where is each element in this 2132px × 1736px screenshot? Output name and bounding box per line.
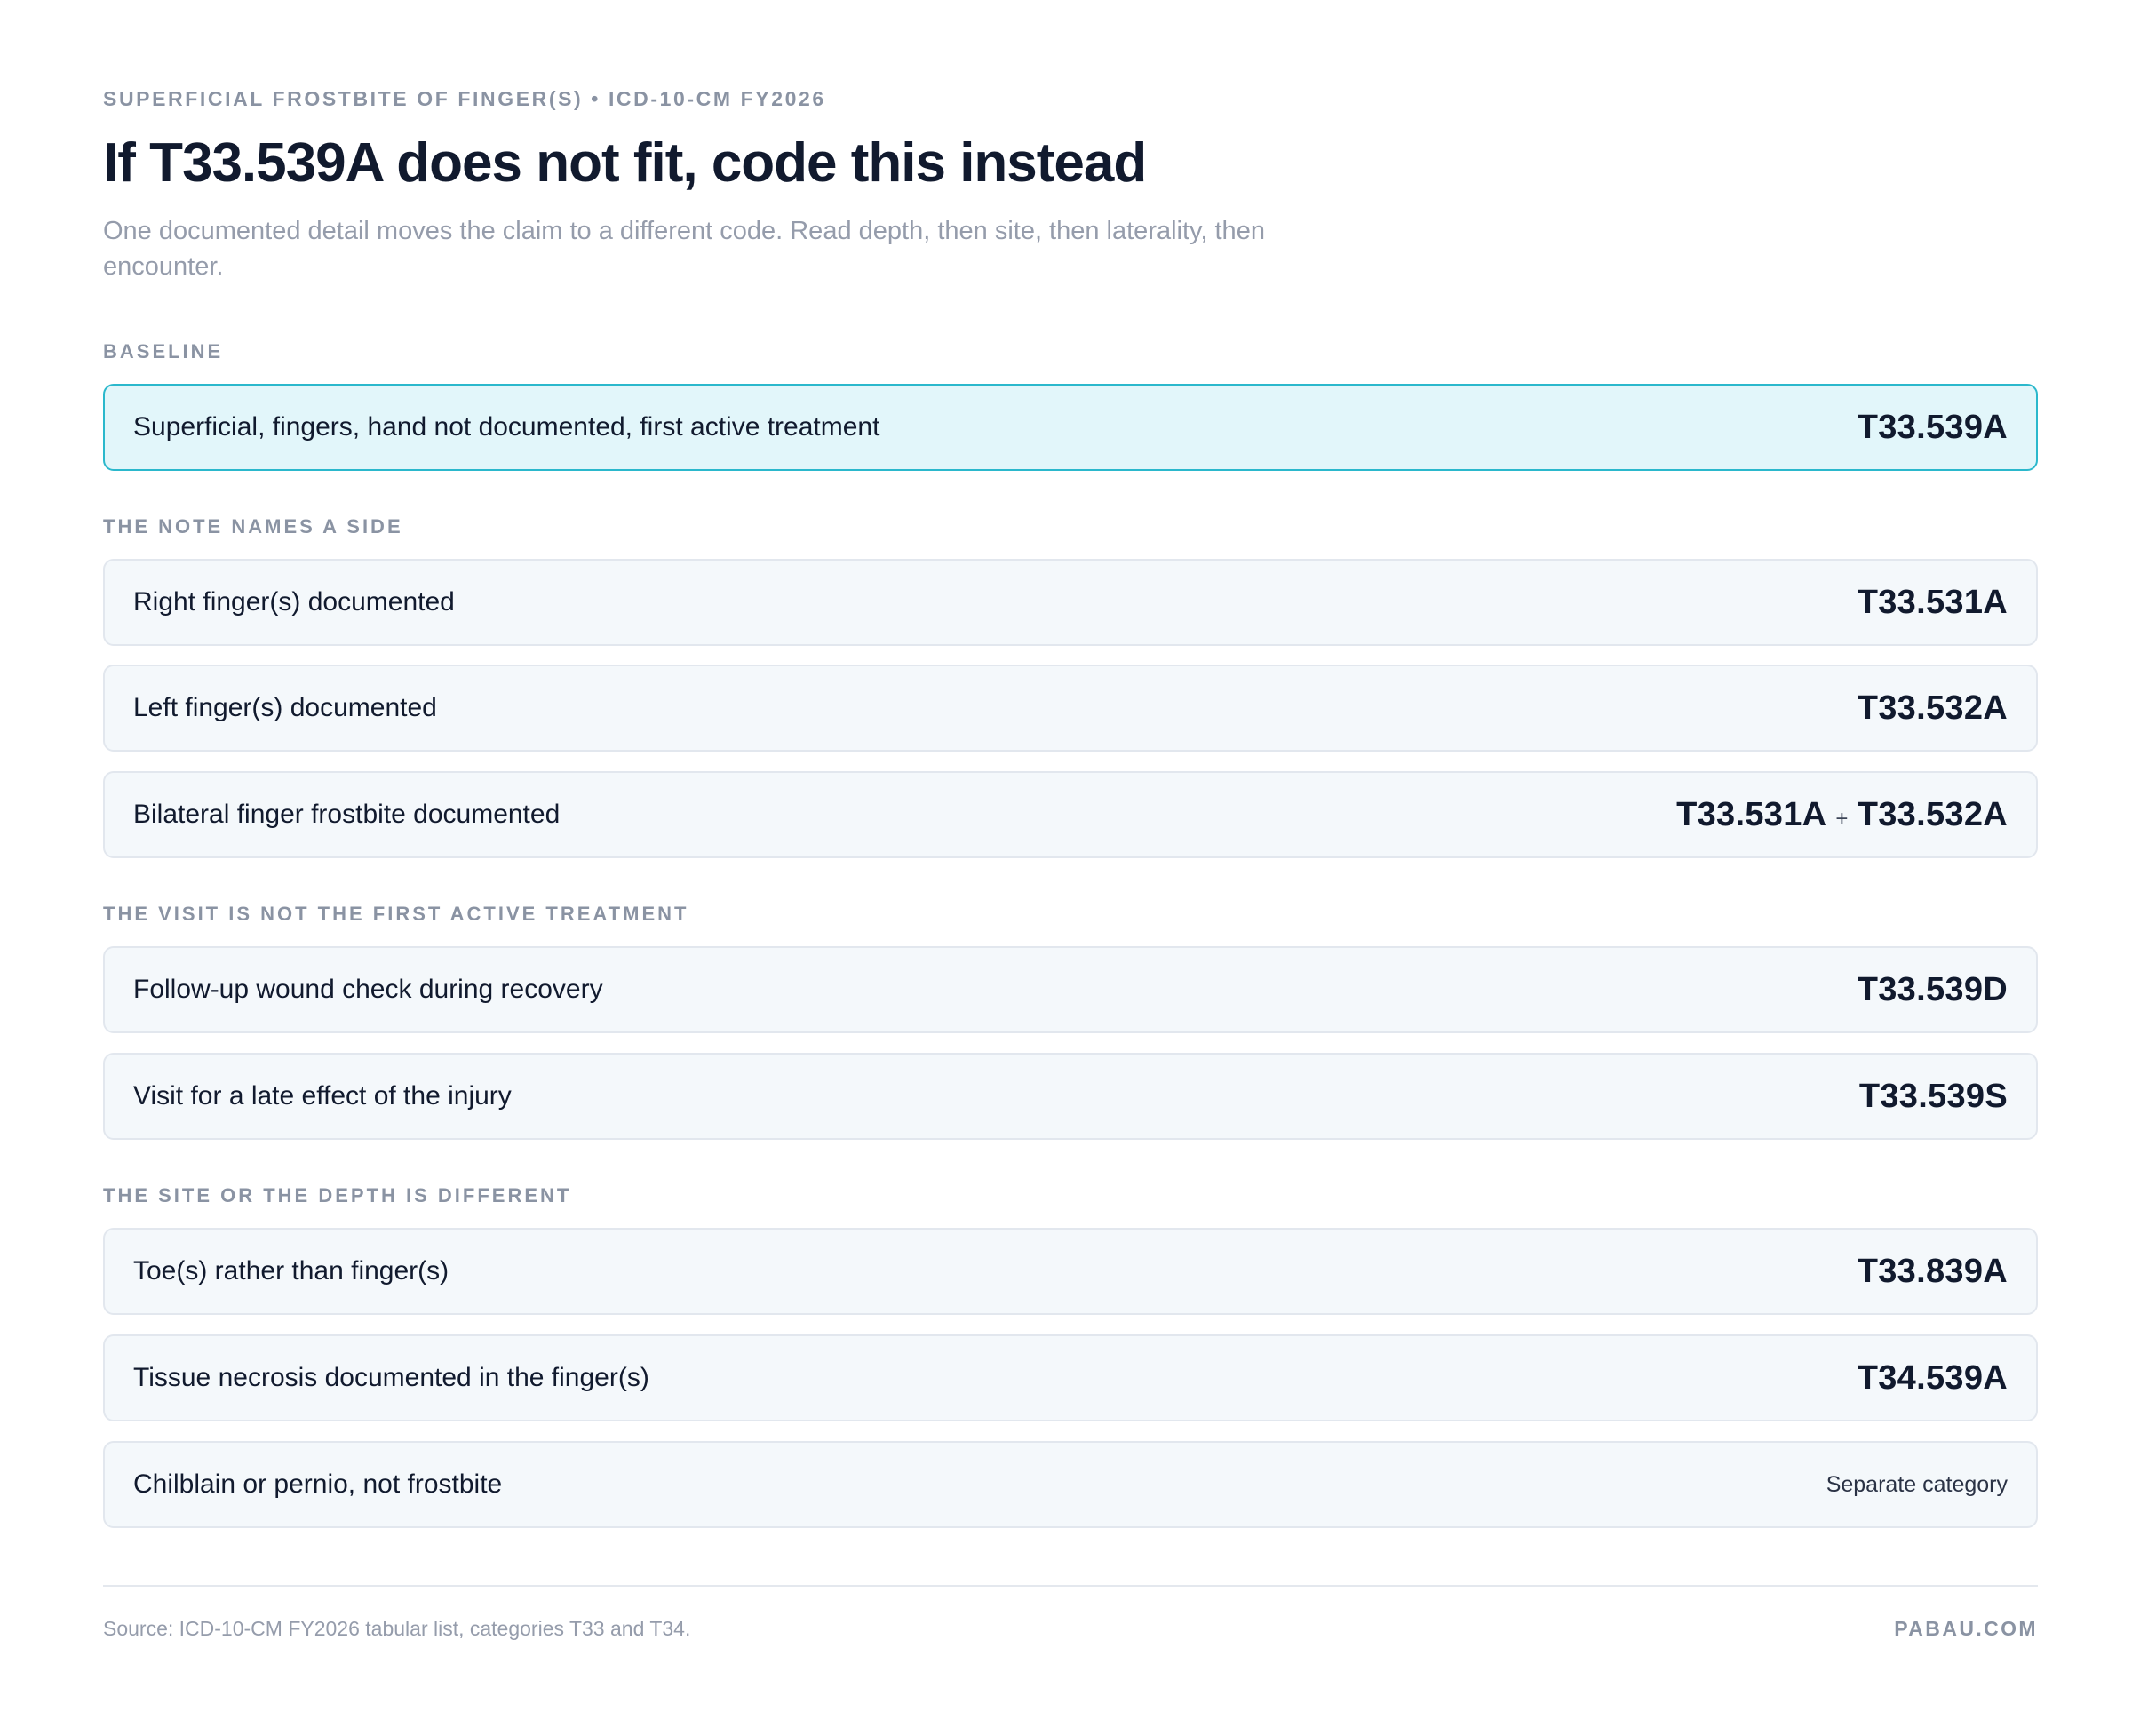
footer-divider (103, 1585, 2038, 1587)
eyebrow: SUPERFICIAL FROSTBITE OF FINGER(S) • ICD… (103, 87, 826, 110)
row-code-pair: T33.531A + T33.532A (1676, 796, 2008, 834)
source-note: Source: ICD-10-CM FY2026 tabular list, c… (103, 1617, 691, 1640)
row-code-right: T33.531A (1676, 795, 1827, 833)
row-code: T33.531A (1857, 583, 2008, 621)
code-row-baseline: Superficial, fingers, hand not documente… (103, 384, 2038, 471)
section-label-encounter: THE VISIT IS NOT THE FIRST ACTIVE TREATM… (103, 903, 689, 925)
code-row-necrosis: Tissue necrosis documented in the finger… (103, 1334, 2038, 1421)
row-label: Left finger(s) documented (133, 693, 437, 722)
row-label: Tissue necrosis documented in the finger… (133, 1363, 649, 1392)
row-note: Separate category (1826, 1471, 2008, 1497)
row-code: T34.539A (1857, 1358, 2008, 1397)
section-label-baseline: BASELINE (103, 340, 224, 362)
row-label: Right finger(s) documented (133, 587, 455, 617)
code-row-late-effect: Visit for a late effect of the injury T3… (103, 1053, 2038, 1140)
row-code: T33.539D (1857, 970, 2008, 1008)
page-title: If T33.539A does not fit, code this inst… (103, 132, 1147, 194)
row-label: Chilblain or pernio, not frostbite (133, 1469, 503, 1499)
code-row-chilblain: Chilblain or pernio, not frostbite Separ… (103, 1441, 2038, 1528)
code-row-toes: Toe(s) rather than finger(s) T33.839A (103, 1228, 2038, 1315)
row-label: Follow-up wound check during recovery (133, 975, 603, 1004)
row-code: T33.839A (1857, 1252, 2008, 1290)
code-row-follow-up: Follow-up wound check during recovery T3… (103, 946, 2038, 1033)
row-code: T33.539S (1858, 1077, 2008, 1115)
code-row-bilateral: Bilateral finger frostbite documented T3… (103, 771, 2038, 858)
row-code: T33.539A (1857, 408, 2008, 446)
page-subtitle: One documented detail moves the claim to… (103, 217, 1265, 281)
plus-sign: + (1835, 806, 1849, 831)
row-label: Superficial, fingers, hand not documente… (133, 412, 880, 442)
row-label: Bilateral finger frostbite documented (133, 800, 561, 829)
section-label-site-depth: THE SITE OR THE DEPTH IS DIFFERENT (103, 1184, 572, 1206)
brand-mark: PABAU.COM (1894, 1617, 2038, 1640)
row-code: T33.532A (1857, 689, 2008, 727)
row-label: Toe(s) rather than finger(s) (133, 1256, 449, 1286)
code-row-left: Left finger(s) documented T33.532A (103, 665, 2038, 752)
row-code-left: T33.532A (1857, 795, 2008, 833)
row-label: Visit for a late effect of the injury (133, 1081, 512, 1111)
code-row-right: Right finger(s) documented T33.531A (103, 559, 2038, 646)
section-label-laterality: THE NOTE NAMES A SIDE (103, 515, 403, 538)
